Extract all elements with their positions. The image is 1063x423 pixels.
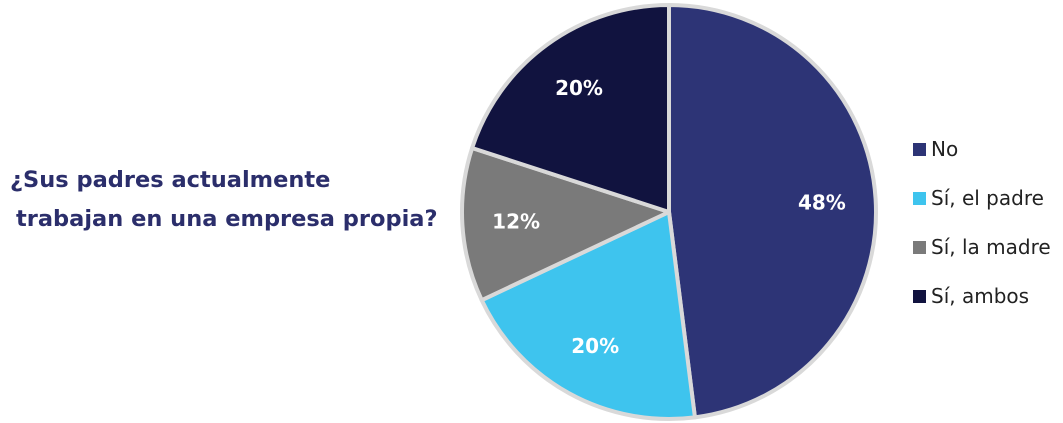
legend-item-si-ambos: Sí, ambos — [913, 281, 1051, 311]
legend-label-si-la-madre: Sí, la madre — [931, 235, 1051, 259]
pie-data-label-si-el-padre: 20% — [571, 334, 619, 358]
pie-data-label-si-ambos: 20% — [555, 76, 603, 100]
legend-swatch-si-la-madre — [913, 240, 926, 254]
pie-slice-si-el-padre — [479, 210, 697, 421]
legend-swatch-si-ambos — [913, 289, 926, 303]
legend-swatch-si-el-padre — [913, 191, 926, 205]
legend-item-si-la-madre: Sí, la madre — [913, 232, 1051, 262]
chart-legend: No Sí, el padre Sí, la madre Sí, ambos — [913, 134, 1051, 330]
legend-label-no: No — [931, 137, 959, 161]
pie-data-label-no: 48% — [798, 190, 846, 214]
pie-data-label-si-la-madre: 12% — [492, 210, 540, 234]
legend-item-no: No — [913, 134, 1051, 164]
chart-title-line-2: trabajan en una empresa propia? — [16, 206, 438, 232]
pie-slice-no — [667, 3, 878, 420]
pie-slice-si-la-madre — [460, 146, 671, 303]
legend-label-si-el-padre: Sí, el padre — [931, 186, 1044, 210]
legend-swatch-no — [913, 142, 926, 156]
legend-item-si-el-padre: Sí, el padre — [913, 183, 1051, 213]
chart-title-line-1: ¿Sus padres actualmente — [10, 167, 331, 193]
pie-slice-si-ambos — [470, 3, 671, 214]
legend-label-si-ambos: Sí, ambos — [931, 284, 1030, 308]
chart-title: ¿Sus padres actualmente trabajan en una … — [10, 161, 450, 239]
